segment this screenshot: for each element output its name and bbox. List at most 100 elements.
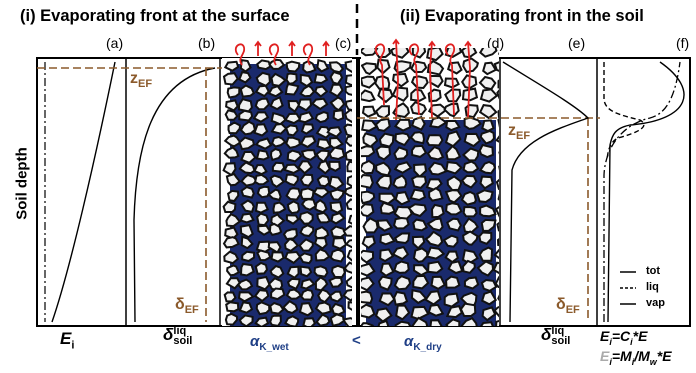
soil-grain bbox=[270, 135, 287, 148]
soil-grain bbox=[394, 191, 411, 206]
soil-grain bbox=[446, 217, 462, 232]
soil-grain bbox=[442, 234, 459, 248]
zef-label-right: zEF bbox=[508, 122, 530, 142]
soil-grain bbox=[361, 173, 374, 189]
soil-grain bbox=[428, 187, 444, 202]
soil-grain bbox=[493, 248, 499, 260]
zef-right-base: z bbox=[508, 122, 516, 139]
eq2-mid: /M bbox=[634, 348, 650, 364]
soil-grain bbox=[300, 288, 315, 301]
soil-grain bbox=[285, 136, 301, 149]
soil-grain bbox=[239, 262, 255, 277]
soil-grain bbox=[430, 203, 445, 219]
soil-grain bbox=[270, 122, 288, 135]
soil-grain bbox=[346, 249, 352, 262]
soil-grain bbox=[342, 225, 352, 237]
soil-grain bbox=[256, 212, 270, 227]
soil-grain bbox=[239, 120, 257, 136]
soil-grain bbox=[240, 150, 257, 164]
soil-grain bbox=[283, 112, 302, 125]
soil-grain bbox=[253, 289, 270, 303]
soil-grain bbox=[225, 212, 242, 228]
delta-soil-left-base: δ bbox=[163, 325, 174, 344]
soil-grain bbox=[285, 214, 300, 225]
soil-grain bbox=[285, 72, 298, 86]
soil-grain bbox=[343, 123, 352, 138]
panel-a-curve bbox=[51, 61, 116, 323]
soil-grain bbox=[393, 60, 412, 74]
legend-label-vap: vap bbox=[646, 297, 665, 309]
soil-grain bbox=[392, 216, 410, 230]
soil-grain bbox=[495, 319, 499, 326]
soil-grain bbox=[226, 264, 241, 277]
legend-label-tot: tot bbox=[646, 265, 661, 277]
soil-grain bbox=[344, 186, 352, 198]
deltaef-label-right: δEF bbox=[556, 296, 580, 316]
soil-grain bbox=[492, 261, 499, 275]
soil-grain bbox=[330, 264, 346, 279]
eq1-sub2: i bbox=[630, 336, 633, 347]
soil-grain bbox=[328, 175, 345, 191]
soil-grain bbox=[377, 275, 393, 291]
soil-grain bbox=[425, 246, 446, 260]
soil-grain bbox=[284, 124, 299, 137]
soil-grain bbox=[427, 161, 448, 176]
soil-grain bbox=[223, 291, 237, 303]
title-right: (ii) Evaporating front in the soil bbox=[400, 7, 644, 25]
soil-grain bbox=[463, 132, 482, 148]
soil-grain bbox=[444, 250, 459, 264]
soil-grain bbox=[312, 187, 331, 199]
soil-grain bbox=[478, 246, 494, 262]
soil-grain bbox=[447, 260, 464, 275]
zef-label-left: zEF bbox=[130, 70, 152, 90]
soil-grain bbox=[341, 317, 352, 326]
soil-grain bbox=[239, 223, 254, 239]
panel-label-e: (e) bbox=[568, 35, 586, 51]
eq2-sub3: w bbox=[649, 356, 657, 367]
soil-grain bbox=[240, 185, 255, 199]
soil-grain bbox=[478, 143, 494, 159]
soil-grain bbox=[375, 145, 392, 161]
soil-grain bbox=[462, 206, 478, 218]
soil-grain bbox=[394, 320, 412, 326]
soil-grain bbox=[286, 149, 303, 163]
soil-grain bbox=[460, 190, 477, 206]
soil-grain bbox=[498, 335, 513, 348]
e-i-base: E bbox=[60, 329, 72, 348]
soil-grain bbox=[425, 134, 444, 147]
soil-grain bbox=[480, 278, 498, 292]
soil-grain bbox=[427, 303, 445, 317]
soil-grain bbox=[361, 203, 375, 218]
soil-grain bbox=[298, 302, 315, 317]
soil-grain bbox=[269, 174, 286, 189]
soil-grain bbox=[378, 292, 396, 307]
soil-grain bbox=[479, 204, 497, 218]
soil-grain bbox=[480, 290, 498, 306]
panel-label-b: (b) bbox=[198, 35, 216, 51]
eq2-end: *E bbox=[656, 348, 672, 364]
soil-grain bbox=[361, 262, 376, 277]
soil-grain bbox=[361, 190, 376, 205]
soil-grain bbox=[269, 264, 285, 279]
vapor-arrows-c bbox=[234, 40, 330, 66]
soil-grain bbox=[287, 99, 301, 113]
soil-grain bbox=[345, 275, 352, 289]
soil-grain bbox=[299, 84, 316, 98]
soil-grain bbox=[286, 200, 301, 215]
soil-grain bbox=[374, 307, 393, 323]
soil-grain bbox=[391, 245, 410, 261]
soil-grain bbox=[283, 163, 302, 174]
soil-grain bbox=[493, 61, 499, 72]
soil-grain bbox=[412, 274, 430, 290]
soil-grain bbox=[424, 290, 442, 306]
soil-grain bbox=[461, 147, 480, 162]
soil-grain bbox=[267, 85, 284, 98]
soil-grain bbox=[222, 236, 240, 249]
soil-grain bbox=[379, 262, 395, 277]
soil-grain bbox=[379, 201, 396, 215]
soil-grain bbox=[342, 288, 352, 302]
soil-grain bbox=[393, 260, 410, 274]
panel-c-soil bbox=[222, 58, 352, 326]
soil-grain bbox=[496, 89, 499, 100]
